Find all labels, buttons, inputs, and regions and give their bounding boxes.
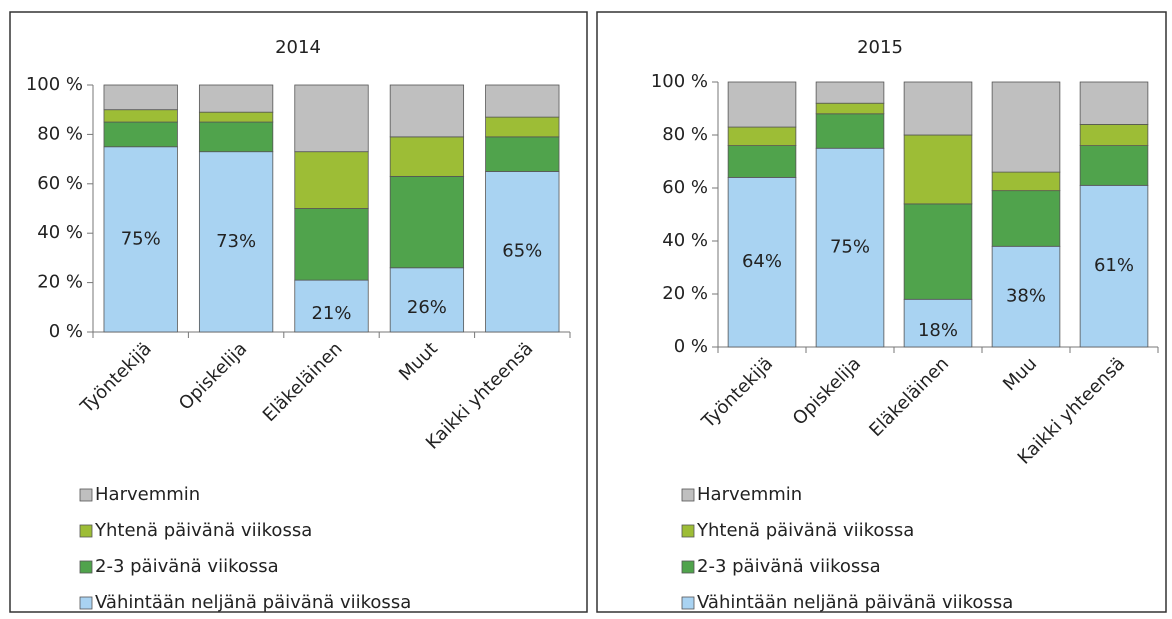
legend-label: Yhtenä päivänä viikossa: [94, 520, 312, 541]
bar-segment: [815, 102, 885, 115]
data-label: 18%: [918, 320, 958, 341]
x-tick-label: Eläkeläinen: [865, 353, 953, 441]
bar-segment: [103, 109, 178, 123]
bar-segment: [903, 134, 973, 205]
bar-segment: [485, 116, 560, 138]
y-tick-label: 0 %: [49, 321, 83, 342]
bar-segment: [198, 151, 274, 333]
panel-border: [9, 11, 588, 613]
legend-swatch: [681, 596, 695, 610]
bar-segment: [389, 175, 465, 269]
legend-label: Yhtenä päivänä viikossa: [696, 520, 914, 541]
bar-segment: [991, 81, 1061, 173]
data-label: 65%: [502, 241, 542, 262]
x-tick-label: Työntekijä: [697, 353, 777, 433]
legend-swatch: [681, 524, 695, 538]
y-tick-label: 80 %: [37, 123, 83, 144]
x-tick-label: Muut: [395, 338, 442, 385]
y-tick-label: 60 %: [662, 177, 708, 198]
data-label: 73%: [216, 231, 256, 252]
data-label: 26%: [407, 297, 447, 318]
legend-swatch: [79, 560, 93, 574]
bar-segment: [1079, 145, 1149, 186]
bar-segment: [1079, 184, 1149, 348]
bar-segment: [103, 146, 178, 333]
legend-swatch: [79, 596, 93, 610]
bar-segment: [815, 81, 885, 104]
bar-segment: [103, 84, 178, 111]
bar-segment: [727, 145, 797, 178]
bar-segment: [991, 245, 1061, 348]
y-tick-label: 40 %: [662, 230, 708, 251]
y-tick-label: 20 %: [662, 283, 708, 304]
x-tick-label: Opiskelija: [789, 353, 865, 429]
data-label: 21%: [311, 303, 351, 324]
bar-segment: [1079, 81, 1149, 125]
bar-segment: [903, 298, 973, 348]
bar-segment: [294, 151, 369, 209]
bar-segment: [903, 81, 973, 136]
legend-label: 2-3 päivänä viikossa: [697, 556, 881, 577]
bar-segment: [294, 84, 369, 153]
legend-swatch: [79, 488, 93, 502]
bar-segment: [198, 84, 274, 113]
legend-swatch: [79, 524, 93, 538]
y-tick-label: 40 %: [37, 222, 83, 243]
bar-segment: [991, 190, 1061, 247]
legend-label: Harvemmin: [95, 484, 200, 505]
bar-segment: [727, 126, 797, 147]
bar-segment: [727, 176, 797, 348]
bar-segment: [103, 121, 178, 148]
bar-segment: [389, 84, 465, 138]
bar-segment: [485, 84, 560, 118]
x-tick-label: Opiskelija: [175, 338, 251, 414]
x-tick-label: Muu: [999, 353, 1041, 395]
bar-segment: [1079, 124, 1149, 147]
bar-segment: [991, 171, 1061, 192]
bar-segment: [294, 208, 369, 281]
bar-segment: [815, 147, 885, 348]
data-label: 75%: [121, 228, 161, 249]
bar-segment: [198, 121, 274, 153]
bar-segment: [198, 111, 274, 123]
y-tick-label: 0 %: [674, 336, 708, 357]
chart-title: 2015: [857, 37, 903, 58]
data-label: 64%: [742, 251, 782, 272]
x-tick-label: Työntekijä: [76, 338, 156, 418]
x-tick-label: Eläkeläinen: [259, 338, 347, 426]
data-label: 61%: [1094, 255, 1134, 276]
legend-label: Vähintään neljänä päivänä viikossa: [95, 592, 411, 613]
bar-segment: [389, 136, 465, 177]
bar-segment: [815, 113, 885, 149]
legend-label: Harvemmin: [697, 484, 802, 505]
bar-segment: [727, 81, 797, 128]
y-tick-label: 60 %: [37, 173, 83, 194]
bar-segment: [903, 203, 973, 300]
data-label: 38%: [1006, 286, 1046, 307]
legend-swatch: [681, 488, 695, 502]
chart-title: 2014: [275, 37, 321, 58]
legend-label: Vähintään neljänä päivänä viikossa: [697, 592, 1013, 613]
y-tick-label: 20 %: [37, 272, 83, 293]
bar-segment: [485, 136, 560, 172]
legend-swatch: [681, 560, 695, 574]
panel-border: [596, 11, 1167, 613]
legend-label: 2-3 päivänä viikossa: [95, 556, 279, 577]
y-tick-label: 80 %: [662, 124, 708, 145]
y-tick-label: 100 %: [26, 74, 83, 95]
bar-segment: [294, 279, 369, 333]
y-tick-label: 100 %: [651, 71, 708, 92]
data-label: 75%: [830, 237, 870, 258]
